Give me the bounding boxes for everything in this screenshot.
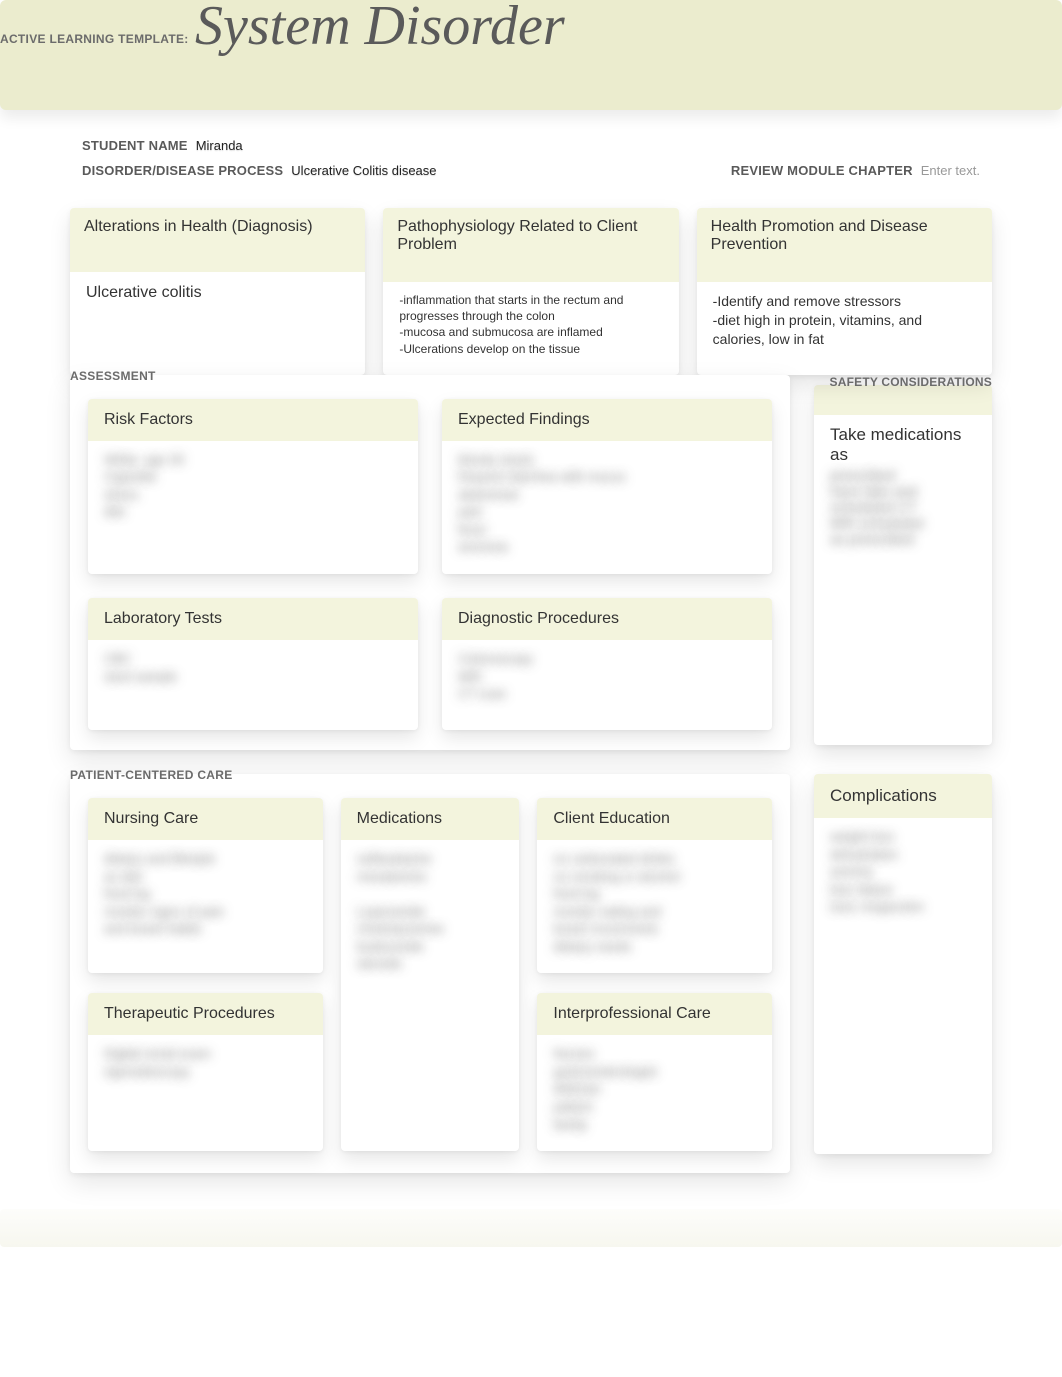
lab-tests-card: Laboratory Tests CBC stool sample	[88, 598, 418, 730]
mid-row: ASSESSMENT Risk Factors White, age 30 Ci…	[70, 375, 992, 750]
safety-label: SAFETY CONSIDERATIONS	[814, 375, 992, 389]
dx-procedures-title: Diagnostic Procedures	[442, 598, 772, 640]
patho-title: Pathophysiology Related to Client Proble…	[383, 208, 678, 282]
safety-body[interactable]: Take medications as prescribed have labs…	[814, 415, 992, 557]
disorder-value[interactable]: Ulcerative Colitis disease	[291, 163, 436, 178]
student-name-row: STUDENT NAME Miranda	[82, 138, 980, 153]
nursing-care-title: Nursing Care	[88, 798, 323, 840]
footer-band	[0, 1209, 1062, 1247]
alterations-title: Alterations in Health (Diagnosis)	[70, 208, 365, 272]
health-promo-title: Health Promotion and Disease Prevention	[697, 208, 992, 282]
health-promo-body[interactable]: -Identify and remove stressors -diet hig…	[697, 282, 992, 367]
template-prefix-label: ACTIVE LEARNING TEMPLATE:	[0, 32, 189, 46]
dx-procedures-card: Diagnostic Procedures Colonoscopy MRI CT…	[442, 598, 772, 730]
risk-factors-title: Risk Factors	[88, 399, 418, 441]
interprof-care-title: Interprofessional Care	[537, 993, 772, 1035]
disorder-label: DISORDER/DISEASE PROCESS	[82, 163, 283, 178]
complications-body[interactable]: weight loss dehydration anemia liver fai…	[814, 818, 992, 934]
student-name-value[interactable]: Miranda	[196, 138, 243, 153]
template-title: System Disorder	[195, 0, 565, 58]
therapeutic-proc-title: Therapeutic Procedures	[88, 993, 323, 1035]
patho-body[interactable]: -inflammation that starts in the rectum …	[383, 282, 678, 375]
pcc-label: PATIENT-CENTERED CARE	[70, 768, 233, 782]
student-fields: STUDENT NAME Miranda DISORDER/DISEASE PR…	[0, 138, 1062, 208]
safety-visible-text: Take medications as	[830, 425, 961, 464]
safety-card: Take medications as prescribed have labs…	[814, 385, 992, 745]
expected-findings-card: Expected Findings bloody stools frequent…	[442, 399, 772, 574]
patho-card: Pathophysiology Related to Client Proble…	[383, 208, 678, 375]
risk-factors-card: Risk Factors White, age 30 Cigarette str…	[88, 399, 418, 574]
expected-findings-body[interactable]: bloody stools frequent diarrhea with muc…	[442, 441, 772, 574]
safety-header	[814, 385, 992, 415]
interprof-care-card: Interprofessional Care Nurses gastroente…	[537, 993, 772, 1151]
lab-tests-body[interactable]: CBC stool sample	[88, 640, 418, 730]
medications-card: Medications sulfasalazine mesalamine Lop…	[341, 798, 520, 1151]
therapeutic-proc-card: Therapeutic Procedures Digital rectal ex…	[88, 993, 323, 1151]
alterations-body[interactable]: Ulcerative colitis	[70, 272, 365, 322]
safety-blurred-text: prescribed have labs and scheduled CT MR…	[830, 467, 976, 547]
complications-card: Complications weight loss dehydration an…	[814, 774, 992, 1154]
health-promo-card: Health Promotion and Disease Prevention …	[697, 208, 992, 375]
disorder-row: DISORDER/DISEASE PROCESS Ulcerative Coli…	[82, 163, 980, 178]
interprof-care-body[interactable]: Nurses gastroenterologist dietician pati…	[537, 1035, 772, 1151]
top-row: Alterations in Health (Diagnosis) Ulcera…	[70, 208, 992, 375]
complications-title: Complications	[814, 774, 992, 818]
lab-tests-title: Laboratory Tests	[88, 598, 418, 640]
expected-findings-title: Expected Findings	[442, 399, 772, 441]
dx-procedures-body[interactable]: Colonoscopy MRI CT scan	[442, 640, 772, 730]
student-name-label: STUDENT NAME	[82, 138, 188, 153]
assessment-grid: Risk Factors White, age 30 Cigarette str…	[88, 399, 772, 730]
nursing-care-body[interactable]: dietary and lifestyle as diet food log m…	[88, 840, 323, 956]
right-column: SAFETY CONSIDERATIONS Take medications a…	[814, 375, 992, 745]
pcc-grid: Nursing Care dietary and lifestyle as di…	[88, 798, 772, 1151]
client-education-title: Client Education	[537, 798, 772, 840]
title-band: ACTIVE LEARNING TEMPLATE: System Disorde…	[0, 0, 1062, 110]
pcc-row: PATIENT-CENTERED CARE Nursing Care dieta…	[70, 774, 992, 1173]
client-education-card: Client Education no carbonated drinks no…	[537, 798, 772, 973]
medications-title: Medications	[341, 798, 520, 840]
content-area: Alterations in Health (Diagnosis) Ulcera…	[0, 208, 1062, 1173]
nursing-care-card: Nursing Care dietary and lifestyle as di…	[88, 798, 323, 973]
client-education-body[interactable]: no carbonated drinks no smoking or alcoh…	[537, 840, 772, 973]
review-chapter-placeholder[interactable]: Enter text.	[921, 163, 980, 178]
medications-body[interactable]: sulfasalazine mesalamine Loperamide chol…	[341, 840, 520, 1080]
review-chapter-label: REVIEW MODULE CHAPTER	[731, 163, 913, 178]
assessment-panel: ASSESSMENT Risk Factors White, age 30 Ci…	[70, 375, 790, 750]
risk-factors-body[interactable]: White, age 30 Cigarette stress diet	[88, 441, 418, 539]
assessment-label: ASSESSMENT	[70, 369, 156, 383]
therapeutic-proc-body[interactable]: Digital rectal exam sigmoidoscopy	[88, 1035, 323, 1135]
alterations-card: Alterations in Health (Diagnosis) Ulcera…	[70, 208, 365, 375]
page-root: ACTIVE LEARNING TEMPLATE: System Disorde…	[0, 0, 1062, 1287]
safety-wrap: SAFETY CONSIDERATIONS Take medications a…	[814, 375, 992, 745]
pcc-panel: PATIENT-CENTERED CARE Nursing Care dieta…	[70, 774, 790, 1173]
